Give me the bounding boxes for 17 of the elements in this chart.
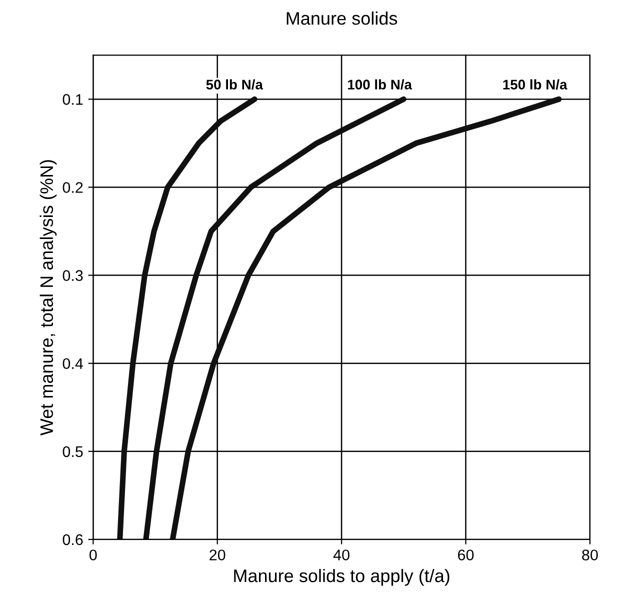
x-tick-label: 40	[333, 550, 350, 560]
series-label: 100 lb N/a	[348, 79, 412, 90]
y-tick-label: 0.4	[62, 358, 83, 370]
y-tick-label: 0.3	[62, 270, 83, 281]
y-tick-label: 0.6	[62, 534, 83, 546]
x-tick-label: 20	[210, 550, 226, 560]
series-label: 150 lb N/a	[503, 79, 568, 90]
chart-title: Manure solids	[286, 12, 398, 25]
y-tick-label: 0.2	[62, 182, 83, 193]
x-tick-label: 60	[458, 550, 474, 560]
y-tick-label: 0.5	[62, 446, 83, 458]
x-axis-title: Manure solids to apply (t/a)	[234, 568, 450, 586]
x-tick-label: 80	[582, 550, 598, 560]
series-label: 50 lb N/a	[206, 79, 264, 90]
x-tick-label: 0	[90, 550, 97, 560]
y-axis-title: Wet manure, total N analysis (%N)	[40, 160, 57, 436]
y-tick-label: 0.1	[62, 94, 83, 105]
